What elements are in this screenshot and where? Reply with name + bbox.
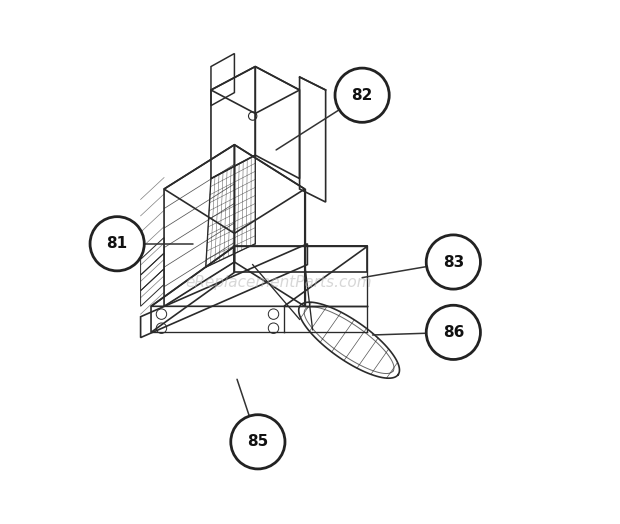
Text: 82: 82 — [352, 88, 373, 103]
Circle shape — [335, 68, 389, 122]
Text: 83: 83 — [443, 255, 464, 269]
Circle shape — [426, 305, 481, 359]
Text: 85: 85 — [247, 434, 268, 449]
Circle shape — [231, 414, 285, 469]
Text: 81: 81 — [107, 236, 128, 251]
Circle shape — [90, 216, 144, 271]
Circle shape — [426, 235, 481, 289]
Text: eReplacementParts.com: eReplacementParts.com — [185, 275, 372, 290]
Text: 86: 86 — [443, 325, 464, 340]
